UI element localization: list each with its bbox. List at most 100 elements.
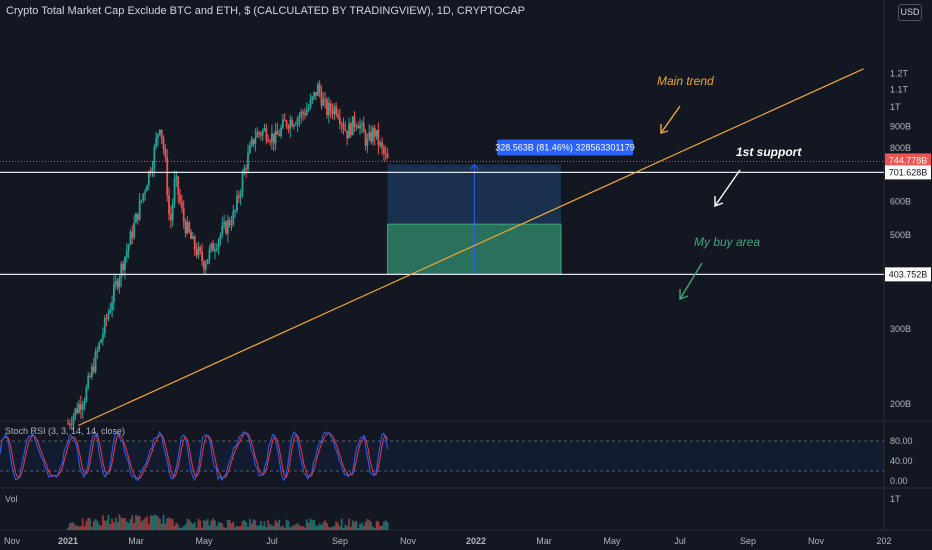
candle xyxy=(331,110,334,115)
time-tick-label: Sep xyxy=(332,536,348,546)
volume-bar xyxy=(298,525,301,530)
candle xyxy=(302,111,305,114)
candle xyxy=(248,145,251,154)
support-price-label: 701.628B xyxy=(889,167,928,177)
candle xyxy=(133,222,136,238)
time-tick-label: May xyxy=(603,536,621,546)
volume-bar xyxy=(138,516,141,530)
candle xyxy=(265,128,268,141)
candle xyxy=(304,113,306,116)
candle xyxy=(315,92,317,96)
volume-bar xyxy=(197,518,200,530)
volume-bar xyxy=(129,519,132,530)
volume-bar xyxy=(384,520,387,530)
candle xyxy=(278,134,281,137)
volume-bar xyxy=(234,527,237,530)
candle xyxy=(70,424,73,426)
volume-bar xyxy=(215,525,218,530)
volume-bar xyxy=(114,517,117,530)
volume-bar xyxy=(180,527,183,530)
measure-layer[interactable]: 328.563B (81.46%) 328563301179 xyxy=(387,139,635,275)
annotation-arrow-head xyxy=(714,196,724,208)
support-price-tag xyxy=(885,267,931,282)
drawings[interactable] xyxy=(0,68,884,427)
volume-bar xyxy=(283,527,286,530)
stoch-band-fill xyxy=(0,441,884,471)
volume-bar xyxy=(377,521,380,530)
candle xyxy=(313,92,316,97)
candle xyxy=(337,114,339,118)
candle xyxy=(107,312,110,319)
candle xyxy=(101,333,104,340)
volume-bar xyxy=(269,524,271,530)
annotations: Main trend 1st support My buy area xyxy=(657,74,802,301)
candle xyxy=(353,116,356,127)
candle xyxy=(342,124,345,129)
candle xyxy=(359,124,361,129)
volume-bar xyxy=(364,521,367,530)
candle xyxy=(287,126,290,129)
candle xyxy=(90,366,93,377)
volume-bar xyxy=(204,521,207,530)
time-tick-label: Jul xyxy=(266,536,278,546)
candle xyxy=(372,127,374,142)
candle xyxy=(131,231,134,238)
candle xyxy=(210,243,213,250)
candle xyxy=(320,92,323,106)
candle xyxy=(384,153,387,155)
volume-bar xyxy=(103,520,106,530)
candle xyxy=(125,250,128,257)
volume-bar xyxy=(160,523,163,530)
candle xyxy=(74,408,77,416)
candle xyxy=(322,99,325,106)
volume-bar xyxy=(100,525,102,530)
candle xyxy=(338,117,341,124)
candle xyxy=(171,202,174,221)
volume-bar xyxy=(359,523,361,530)
annotation-label: Main trend xyxy=(657,74,714,88)
volume-bar xyxy=(144,517,147,530)
volume-bar xyxy=(140,521,143,530)
volume-bar xyxy=(158,518,161,530)
volume-bar xyxy=(276,522,279,530)
volume-bar xyxy=(289,527,292,530)
volume-bar xyxy=(305,519,308,530)
candle xyxy=(98,342,101,350)
currency-button[interactable]: USD xyxy=(898,4,922,21)
candle xyxy=(221,225,224,235)
volume-bar xyxy=(373,527,376,530)
candle xyxy=(206,259,209,264)
candle xyxy=(316,84,319,96)
volume-title: Vol xyxy=(5,494,18,504)
volume-bar xyxy=(241,521,244,530)
chart-title: Crypto Total Market Cap Exclude BTC and … xyxy=(6,5,525,17)
volume-bar xyxy=(274,520,277,530)
candle xyxy=(282,119,284,128)
volume-bar xyxy=(307,522,310,530)
main-trend-line[interactable] xyxy=(77,68,864,427)
candle xyxy=(114,280,117,285)
candle xyxy=(335,106,338,115)
candle xyxy=(180,202,183,208)
candle xyxy=(144,191,147,194)
candle xyxy=(327,103,330,116)
stoch-tick-label: 0.00 xyxy=(890,476,908,486)
candle xyxy=(362,123,365,133)
volume-bar xyxy=(85,520,88,530)
candle xyxy=(135,213,137,223)
volume-bar xyxy=(311,520,314,530)
volume-bar xyxy=(381,525,383,530)
candle xyxy=(267,140,270,142)
time-tick-label: 202 xyxy=(876,536,891,546)
candle xyxy=(118,278,121,288)
volume-bar xyxy=(210,520,213,530)
candle xyxy=(261,130,264,136)
candle xyxy=(192,236,194,239)
volume-bar xyxy=(258,525,260,530)
candle xyxy=(147,170,150,186)
time-tick-label: Mar xyxy=(128,536,144,546)
volume-bar xyxy=(135,514,137,530)
support-price-tag xyxy=(885,165,931,180)
volume-bar xyxy=(223,527,226,530)
